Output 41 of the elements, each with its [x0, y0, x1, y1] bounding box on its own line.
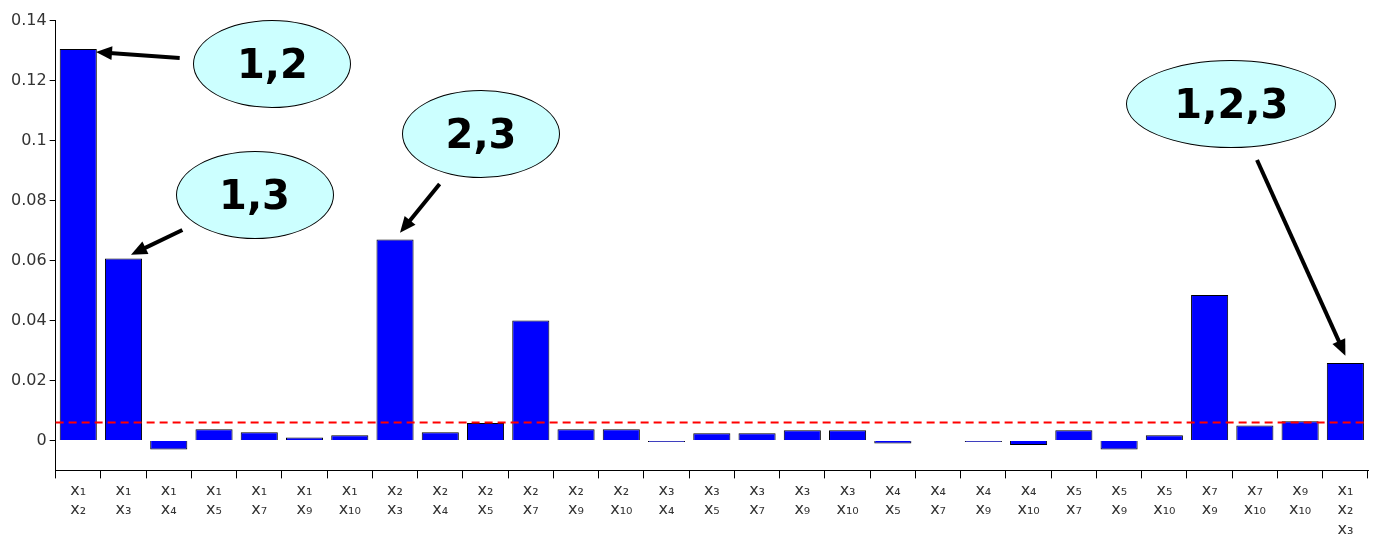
x-tick-label: x₁ x₂ x₃	[1337, 480, 1354, 538]
x-tick-label: x₄ x₉	[975, 480, 992, 519]
x-tick-label: x₄ x₁₀	[1017, 480, 1040, 519]
x-tick-label: x₃ x₇	[749, 480, 766, 519]
y-tick-label: 0.06	[11, 249, 47, 269]
y-tick-label: 0.08	[11, 189, 47, 209]
y-tick-label: 0.14	[11, 9, 47, 29]
x-tick-label: x₂ x₇	[522, 480, 539, 519]
x-tick-label: x₂ x₅	[477, 480, 494, 519]
x-tick-label: x₁ x₇	[251, 480, 268, 519]
y-tick-label: 0.1	[21, 129, 47, 149]
annotation: 1,3	[219, 172, 290, 219]
x-tick-label: x₂ x₄	[432, 480, 449, 519]
y-tick-label: 0.12	[11, 69, 47, 89]
x-tick-label: x₁ x₁₀	[338, 480, 361, 519]
x-tick-label: x₇ x₁₀	[1243, 480, 1267, 519]
y-tick-label: 0.04	[11, 309, 47, 329]
annotation: 2,3	[445, 110, 517, 157]
x-tick-label: x₁ x₃	[115, 480, 132, 519]
x-tick-label: x₅ x₉	[1111, 480, 1128, 519]
x-tick-label: x₅ x₇	[1065, 480, 1082, 519]
x-tick-label: x₂ x₁₀	[610, 480, 633, 519]
x-tick-label: x₉ x₁₀	[1288, 480, 1312, 519]
x-tick-label: x₁ x₂	[70, 480, 87, 519]
annotation: 1,2	[236, 41, 308, 88]
x-tick-label: x₁ x₅	[206, 480, 222, 519]
x-tick-label: x₃ x₄	[658, 480, 675, 519]
x-tick-label: x₁ x₄	[160, 480, 177, 519]
x-tick-label: x₂ x₃	[387, 480, 403, 519]
x-tick-label: x₅ x₁₀	[1153, 480, 1176, 519]
x-tick-label: x₄ x₅	[884, 480, 901, 519]
x-tick-label: x₃ x₅	[703, 480, 720, 519]
x-tick-label: x₄ x₇	[930, 480, 947, 519]
x-tick-label: x₇ x₉	[1201, 480, 1218, 519]
x-tick-label: x₃ x₉	[794, 480, 811, 519]
y-tick-label: 0.02	[11, 369, 47, 389]
y-tick-label: 0	[36, 429, 47, 449]
x-tick-label: x₃ x₁₀	[836, 480, 859, 519]
x-tick-label: x₁ x₉	[296, 480, 313, 519]
x-tick-label: x₂ x₉	[568, 480, 584, 519]
annotation: 1,2,3	[1174, 81, 1289, 128]
